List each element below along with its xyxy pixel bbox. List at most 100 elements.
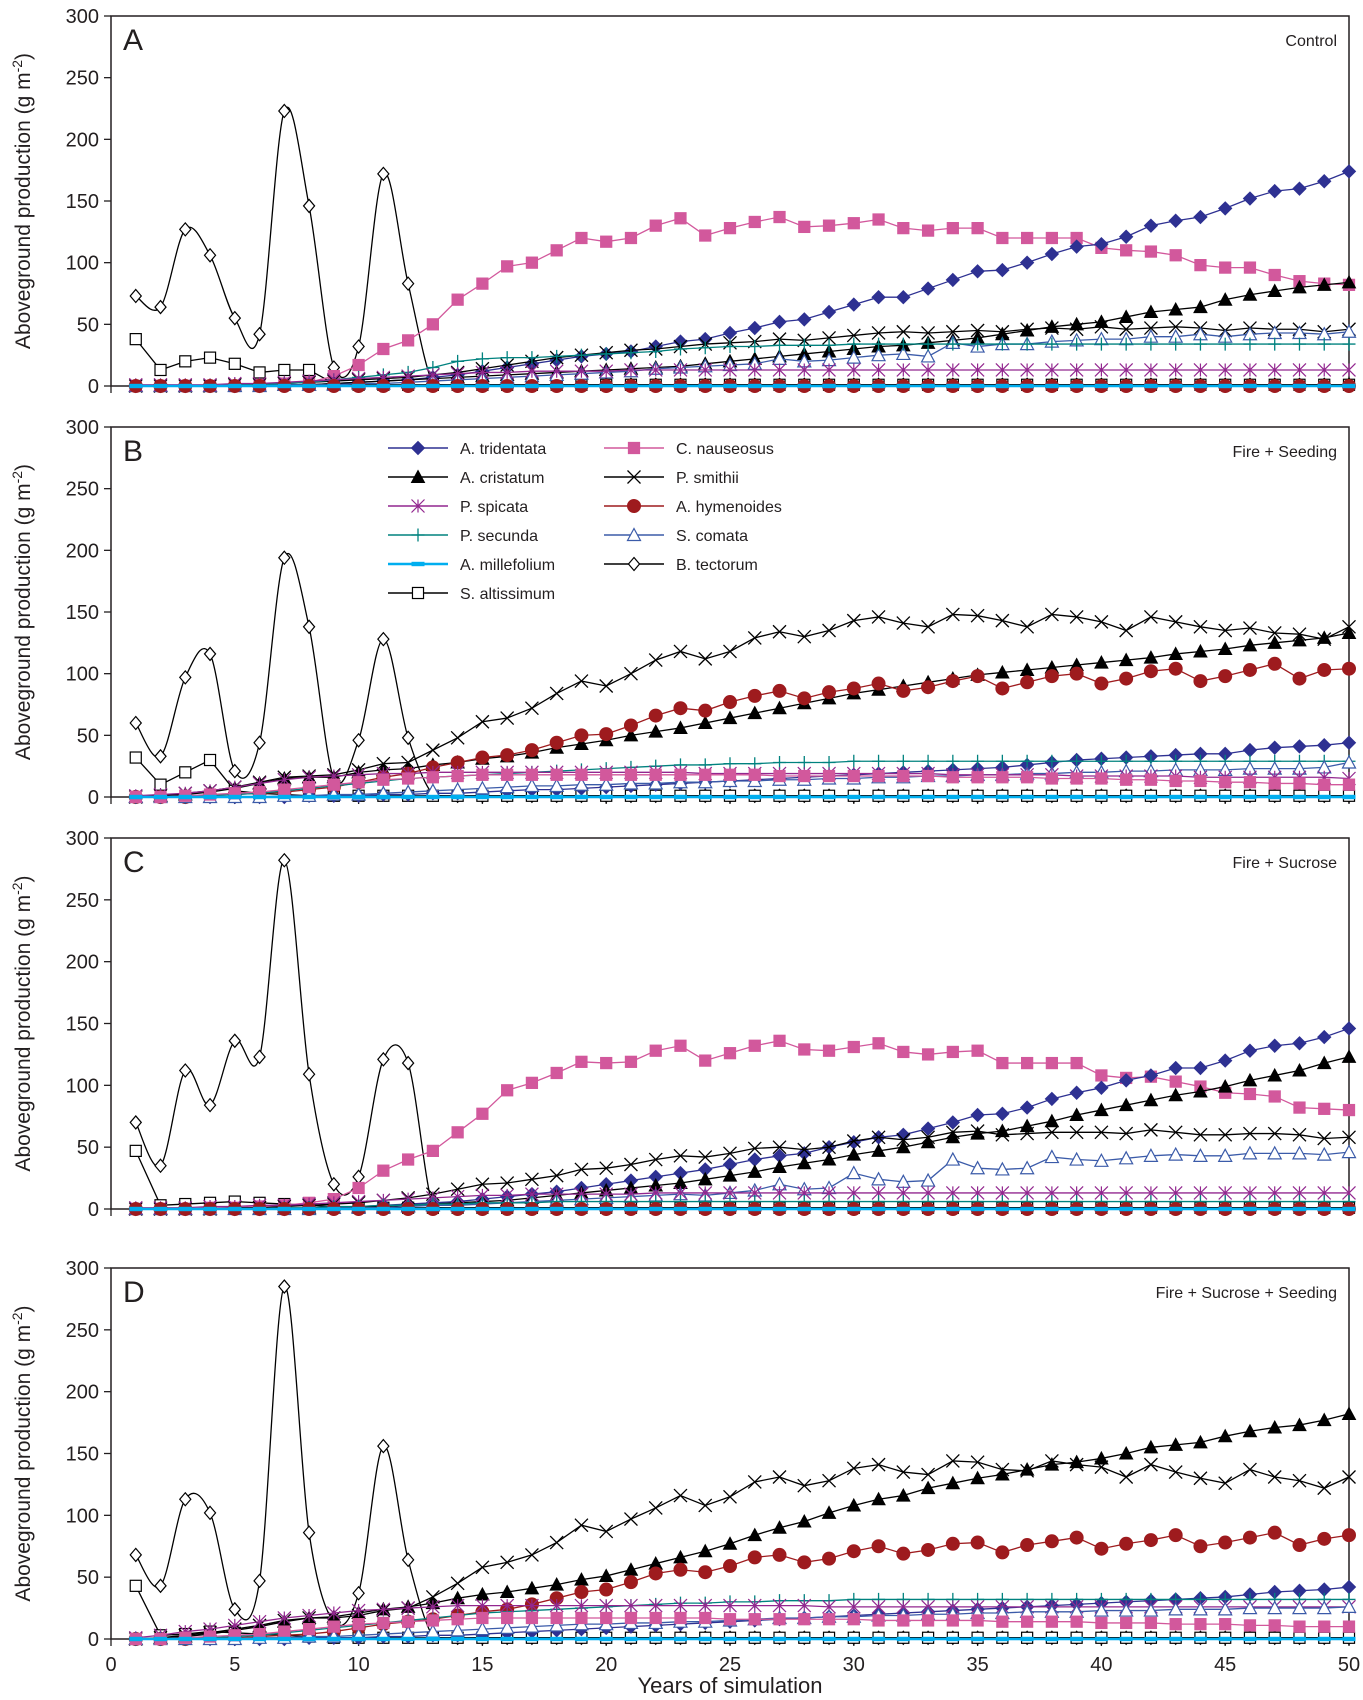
data-point: [377, 773, 390, 786]
data-point: [1243, 363, 1257, 377]
data-point: [1070, 1615, 1083, 1628]
data-point: [1069, 239, 1084, 254]
data-point: [1144, 773, 1158, 786]
data-point: [252, 1614, 267, 1629]
data-point: [722, 1168, 738, 1182]
data-point: [500, 748, 515, 763]
data-point: [1093, 1153, 1109, 1167]
data-point: [1069, 1151, 1085, 1166]
data-point: [1044, 1534, 1059, 1549]
data-point: [500, 351, 514, 365]
legend-item-cri: A. cristatum: [388, 469, 544, 487]
data-point: [524, 743, 539, 758]
data-point: [673, 720, 688, 734]
data-point: [821, 1505, 837, 1519]
series-spi: [128, 363, 1356, 392]
data-point: [723, 1206, 737, 1212]
data-point: [1094, 383, 1108, 389]
data-point: [1144, 245, 1158, 258]
data-point: [203, 351, 217, 364]
data-point: [501, 1611, 514, 1625]
data-point: [994, 1161, 1010, 1176]
data-point: [797, 755, 811, 769]
data-point: [1143, 650, 1159, 664]
data-point: [1168, 1601, 1184, 1616]
data-point: [599, 364, 614, 379]
data-point: [921, 754, 935, 768]
data-point: [920, 348, 936, 363]
data-point: [401, 383, 415, 389]
data-point: [500, 383, 514, 389]
data-point: [798, 220, 811, 234]
data-point: [377, 631, 390, 647]
data-point: [995, 1127, 1010, 1142]
data-point: [277, 383, 291, 389]
data-point: [1144, 1636, 1158, 1642]
series-mil: [129, 1636, 1356, 1642]
data-point: [699, 1611, 712, 1625]
data-point: [822, 1206, 836, 1212]
panel-letter: B: [123, 435, 143, 468]
data-point: [872, 794, 886, 800]
legend-item-nau: C. nauseosus: [604, 441, 774, 458]
data-point: [1020, 1126, 1035, 1141]
data-point: [921, 1130, 936, 1145]
y-tick-label: 250: [66, 479, 99, 501]
data-point: [847, 383, 861, 389]
data-point: [1316, 1055, 1332, 1070]
data-point: [277, 794, 291, 800]
data-point: [500, 794, 514, 800]
data-point: [624, 1206, 638, 1212]
data-point: [1118, 652, 1134, 667]
series-line: [135, 1606, 1350, 1640]
data-point: [475, 352, 489, 366]
data-point: [129, 715, 143, 731]
data-point: [1143, 1092, 1159, 1107]
data-point: [1192, 1148, 1208, 1162]
data-point: [872, 1037, 885, 1050]
data-point: [154, 1636, 168, 1642]
data-point: [1293, 777, 1306, 790]
data-point: [277, 1611, 292, 1625]
data-point: [1342, 778, 1356, 791]
data-point: [1242, 191, 1258, 206]
data-point: [822, 685, 837, 700]
data-point: [1292, 383, 1306, 389]
data-point: [1267, 1419, 1283, 1434]
data-point: [1242, 1600, 1258, 1615]
data-point: [426, 794, 440, 800]
legend-label: P. smithii: [676, 470, 739, 487]
data-point: [846, 363, 861, 377]
x-tick-label: 10: [347, 1654, 369, 1676]
series-line: [135, 774, 1349, 798]
data-point: [352, 339, 365, 354]
data-point: [549, 364, 564, 379]
data-point: [896, 683, 911, 698]
series-tri: [128, 1021, 1357, 1217]
data-point: [797, 1142, 812, 1157]
data-point: [747, 630, 762, 645]
series-line: [135, 553, 1349, 797]
data-point: [450, 730, 465, 745]
data-point: [1020, 771, 1034, 784]
y-tick-label: 150: [66, 1014, 99, 1036]
data-point: [599, 1161, 614, 1176]
data-point: [178, 794, 192, 800]
data-point: [1045, 1056, 1059, 1070]
series-line: [135, 760, 1349, 798]
data-point: [1342, 1528, 1356, 1543]
y-tick-label: 100: [66, 1075, 99, 1097]
data-point: [699, 768, 712, 781]
data-point: [1069, 666, 1084, 681]
data-point: [1094, 236, 1109, 252]
data-point: [673, 1148, 688, 1163]
data-point: [1094, 614, 1109, 629]
data-point: [1242, 637, 1258, 652]
data-point: [822, 1473, 836, 1488]
data-point: [971, 794, 985, 800]
data-point: [1193, 337, 1207, 351]
data-point: [179, 766, 192, 779]
data-point: [1044, 321, 1059, 335]
data-point: [970, 669, 985, 684]
data-point: [648, 708, 663, 723]
